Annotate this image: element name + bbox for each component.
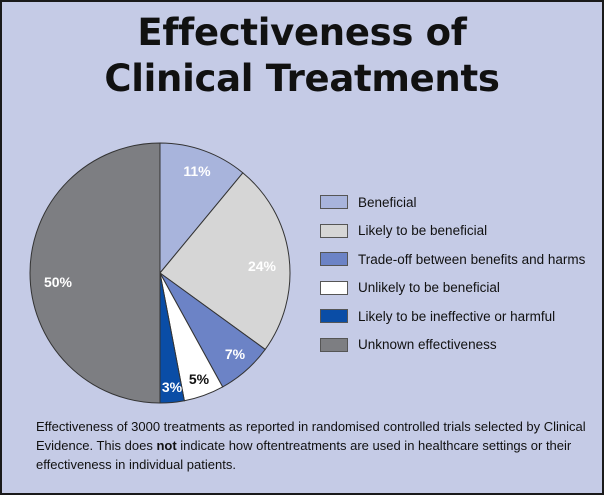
slice-label-likely-to-be-ineffective-or-harmful: 3%	[162, 379, 183, 395]
legend-label: Unknown effectiveness	[358, 337, 497, 353]
legend-label: Trade-off between benefits and harms	[358, 251, 586, 267]
pie-slice-unknown-effectiveness	[29, 142, 161, 404]
slice-label-likely-to-be-beneficial: 24%	[248, 258, 277, 274]
pie-slice-beneficial	[159, 142, 244, 275]
chart-title-line-2: Clinical Treatments	[104, 57, 500, 100]
legend-item: Likely to be ineffective or harmful	[320, 306, 600, 326]
chart-caption: Effectiveness of 3000 treatments as repo…	[36, 417, 596, 474]
legend-label: Likely to be beneficial	[358, 223, 488, 239]
legend-item: Unknown effectiveness	[320, 335, 600, 355]
slice-label-trade-off-between-benefits-and-harms: 7%	[225, 346, 246, 362]
legend-label: Beneficial	[358, 194, 417, 210]
legend-swatch	[320, 280, 348, 295]
legend-swatch	[320, 223, 348, 238]
legend-label: Unlikely to be beneficial	[358, 280, 500, 296]
caption-text-part1: Effectiveness of 3000 treatments as repo…	[36, 419, 586, 453]
caption-text-part2: indicate how oftentreatments are used in…	[36, 438, 572, 472]
chart-title-line-1: Effectiveness of	[137, 11, 467, 54]
caption-bold-word: not	[156, 438, 177, 453]
legend-swatch	[320, 195, 348, 209]
legend-label: Likely to be ineffective or harmful	[358, 308, 556, 324]
chart-legend: Beneficial Likely to be beneficial Trade-o…	[320, 192, 600, 364]
legend-item: Trade-off between benefits and harms	[320, 249, 600, 269]
legend-item: Likely to be beneficial	[320, 221, 600, 241]
legend-item: Unlikely to be beneficial	[320, 278, 600, 298]
pie-slice-likely-to-be-beneficial	[159, 172, 291, 351]
slice-label-unknown-effectiveness: 50%	[44, 274, 73, 290]
legend-swatch	[320, 337, 348, 352]
legend-item: Beneficial	[320, 192, 600, 212]
slice-label-beneficial: 11%	[183, 163, 211, 179]
slice-label-unlikely-to-be-beneficial: 5%	[189, 371, 210, 387]
legend-swatch	[320, 309, 348, 324]
legend-swatch	[320, 252, 348, 267]
chart-title: Effectiveness of Clinical Treatments	[2, 10, 602, 102]
